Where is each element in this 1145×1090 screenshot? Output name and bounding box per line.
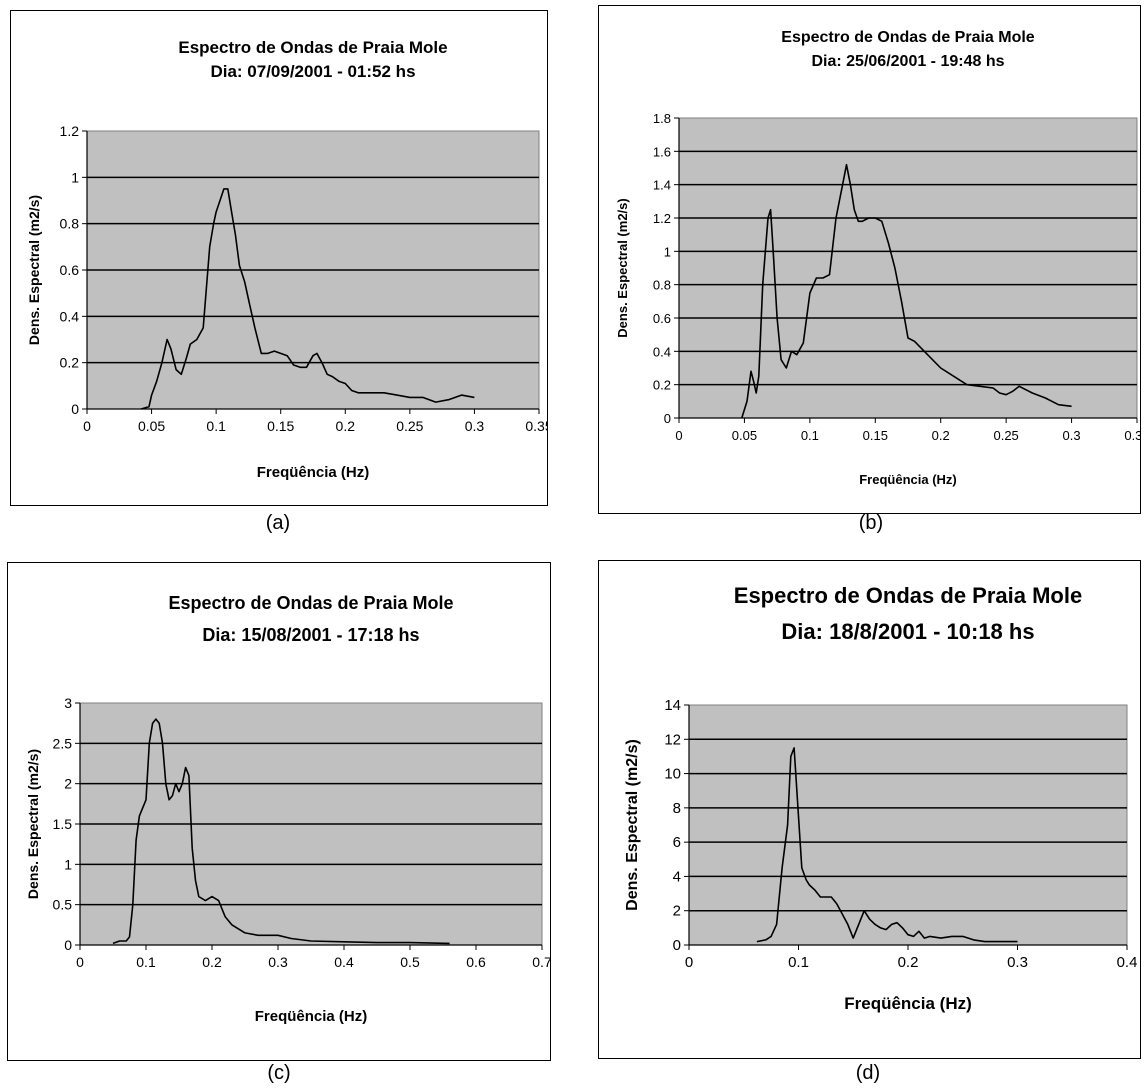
x-tick-label: 0.2 (932, 428, 950, 443)
x-tick-label: 0.7 (532, 954, 550, 970)
chart-title: Espectro de Ondas de Praia Mole (734, 583, 1082, 608)
caption-b: (b) (858, 512, 884, 534)
y-tick-label: 1.6 (653, 144, 671, 159)
chart-c: Espectro de Ondas de Praia Mole Dia: 15/0… (25, 593, 552, 1025)
y-tick-label: 8 (673, 800, 681, 817)
series-line (112, 718, 450, 945)
x-tick-label: 0.3 (1007, 954, 1028, 971)
series-line (140, 188, 475, 410)
y-tick-label: 0.2 (60, 355, 80, 371)
x-tick-label: 0.1 (206, 418, 226, 434)
y-tick-label: 6 (673, 834, 681, 851)
x-tick-label: 0.1 (136, 954, 156, 970)
y-tick-label: 10 (664, 766, 681, 783)
y-tick-label: 1 (664, 244, 671, 259)
y-tick-label: 2 (673, 903, 681, 920)
x-tick-label: 0.3 (1063, 428, 1081, 443)
plot-area (678, 117, 1138, 419)
x-tick-label: 0.6 (466, 954, 486, 970)
chart-subtitle: Dia: 07/09/2001 - 01:52 hs (210, 62, 415, 81)
caption-a: (a) (265, 512, 291, 534)
y-tick-label: 0 (673, 937, 681, 954)
x-tick-label: 0.25 (396, 418, 423, 434)
caption-c: (c) (267, 1062, 291, 1084)
plot-area (688, 704, 1128, 946)
y-tick-label: 0.4 (60, 308, 80, 324)
x-tick-label: 0.35 (1124, 428, 1140, 443)
y-tick-label: 3 (64, 695, 72, 711)
x-tick-label: 0.4 (1117, 954, 1138, 971)
y-axis-label: Dens. Espectral (m2/s) (26, 195, 42, 345)
y-tick-label: 1 (71, 169, 79, 185)
x-tick-label: 0.15 (863, 428, 888, 443)
x-tick-label: 0.35 (525, 418, 547, 434)
y-tick-label: 2.5 (53, 735, 73, 751)
x-tick-label: 0.5 (400, 954, 420, 970)
y-tick-label: 0 (664, 411, 671, 426)
x-tick-label: 0 (76, 954, 84, 970)
chart-subtitle: Dia: 25/06/2001 - 19:48 hs (811, 53, 1004, 70)
x-tick-label: 0.4 (334, 954, 354, 970)
chart-panel-c: Espectro de Ondas de Praia Mole Dia: 15/0… (7, 562, 552, 1061)
x-tick-label: 0.1 (788, 954, 809, 971)
caption-d: (d) (855, 1062, 881, 1084)
x-tick-label: 0.2 (898, 954, 919, 971)
chart-d: Espectro de Ondas de Praia Mole Dia: 18/8… (624, 583, 1138, 1013)
chart-b: Espectro de Ondas de Praia Mole Dia: 25/0… (615, 29, 1145, 487)
chart-panel-a: Espectro de Ondas de Praia Mole Dia: 07/0… (10, 10, 553, 506)
y-tick-label: 0.6 (653, 311, 671, 326)
y-tick-label: 2 (64, 776, 72, 792)
x-tick-label: 0.05 (138, 418, 165, 434)
y-tick-label: 1 (64, 856, 72, 872)
x-tick-label: 0 (83, 418, 91, 434)
y-tick-label: 1.8 (653, 111, 671, 126)
y-axis-label: Dens. Espectral (m2/s) (624, 739, 641, 911)
y-tick-label: 1.2 (60, 123, 80, 139)
x-axis-label: Freqüência (Hz) (255, 1008, 368, 1025)
chart-title: Espectro de Ondas de Praia Mole (178, 38, 447, 57)
x-tick-label: 0.05 (732, 428, 757, 443)
chart-panel-d: Espectro de Ondas de Praia Mole Dia: 18/8… (598, 560, 1141, 1059)
x-tick-label: 0.15 (267, 418, 294, 434)
chart-a: Espectro de Ondas de Praia Mole Dia: 07/0… (26, 38, 553, 481)
y-tick-label: 12 (664, 731, 681, 748)
chart-subtitle: Dia: 18/8/2001 - 10:18 hs (781, 619, 1034, 644)
y-tick-label: 0 (71, 401, 79, 417)
chart-subtitle: Dia: 15/08/2001 - 17:18 hs (202, 625, 419, 645)
series-line (756, 747, 1018, 943)
y-tick-label: 0.2 (653, 378, 671, 393)
chart-panel-b: Espectro de Ondas de Praia Mole Dia: 25/0… (598, 5, 1145, 514)
y-tick-label: 0.6 (60, 262, 80, 278)
y-tick-label: 0.8 (653, 278, 671, 293)
x-axis-label: Freqüência (Hz) (844, 994, 972, 1013)
y-tick-label: 0.4 (653, 344, 671, 359)
chart-title: Espectro de Ondas de Praia Mole (168, 593, 453, 613)
x-tick-label: 0.2 (336, 418, 356, 434)
y-tick-label: 1.4 (653, 178, 671, 193)
x-tick-label: 0.3 (465, 418, 485, 434)
series-line (741, 163, 1072, 419)
y-axis-label: Dens. Espectral (m2/s) (25, 749, 41, 899)
x-tick-label: 0.3 (268, 954, 288, 970)
x-axis-label: Freqüência (Hz) (257, 464, 370, 481)
y-tick-label: 4 (673, 868, 681, 885)
y-tick-label: 0 (64, 937, 72, 953)
x-tick-label: 0 (675, 428, 682, 443)
x-axis-label: Freqüência (Hz) (859, 472, 957, 487)
x-tick-label: 0.25 (993, 428, 1018, 443)
y-tick-label: 0.8 (60, 216, 80, 232)
y-tick-label: 14 (664, 697, 681, 714)
x-tick-label: 0 (685, 954, 693, 971)
x-tick-label: 0.1 (801, 428, 819, 443)
y-tick-label: 0.5 (53, 897, 73, 913)
chart-title: Espectro de Ondas de Praia Mole (781, 29, 1035, 46)
y-tick-label: 1.2 (653, 211, 671, 226)
x-tick-label: 0.2 (202, 954, 222, 970)
y-tick-label: 1.5 (53, 816, 73, 832)
y-axis-label: Dens. Espectral (m2/s) (615, 198, 630, 337)
